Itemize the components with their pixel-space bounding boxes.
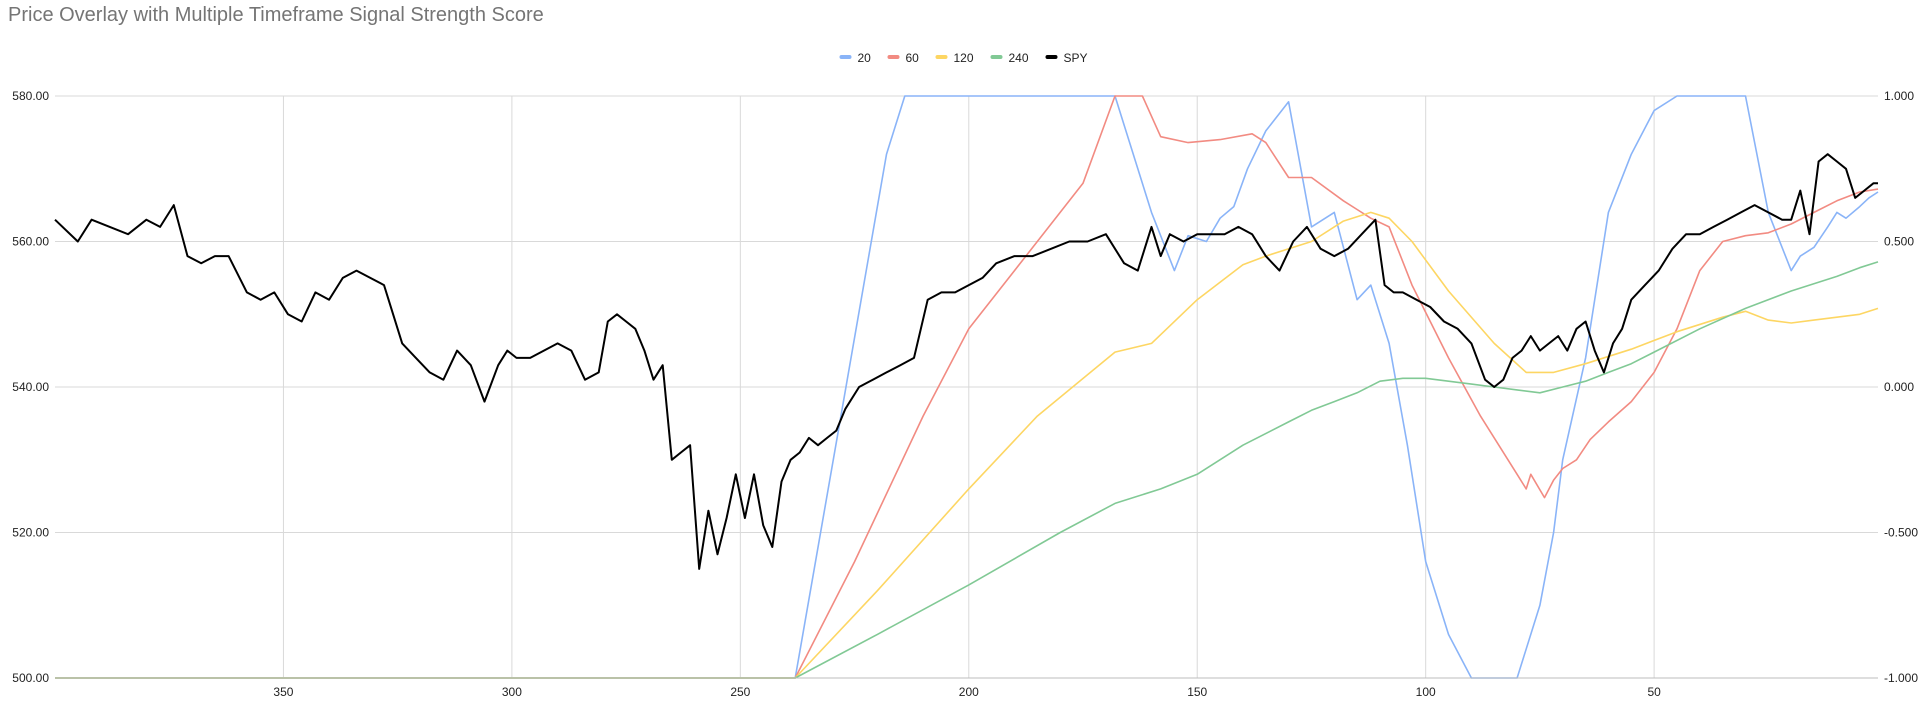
legend-swatch-20 <box>839 55 852 59</box>
left-axis: 500.00 520.00 540.00 560.00 580.00 <box>12 89 49 685</box>
x-axis: 350 300 250 200 150 100 50 <box>55 677 1878 699</box>
y-right-tick-label: 0.500 <box>1884 235 1914 249</box>
legend-swatch-60 <box>887 55 900 59</box>
legend-label-60: 60 <box>906 51 920 65</box>
series-line-240 <box>55 261 1879 679</box>
x-tick-label: 150 <box>1187 685 1207 699</box>
y-left-tick-label: 520.00 <box>12 526 49 540</box>
legend: 20 60 120 240 SPY <box>839 51 1088 65</box>
series-line-20 <box>55 95 1879 679</box>
y-right-tick-label: 0.000 <box>1884 380 1914 394</box>
y-left-tick-label: 560.00 <box>12 235 49 249</box>
y-right-tick-label: 1.000 <box>1884 89 1914 103</box>
x-tick-label: 300 <box>502 685 522 699</box>
x-tick-label: 200 <box>959 685 979 699</box>
series-lines <box>54 95 1879 679</box>
legend-swatch-240 <box>990 55 1003 59</box>
legend-swatch-spy <box>1045 55 1058 59</box>
y-left-tick-label: 580.00 <box>12 89 49 103</box>
y-right-tick-label: -0.500 <box>1884 526 1918 540</box>
series-line-spy <box>54 153 1878 570</box>
x-tick-label: 350 <box>273 685 293 699</box>
right-axis: -1.000 -0.500 0.000 0.500 1.000 <box>1884 89 1918 685</box>
gridlines <box>55 95 1878 679</box>
legend-label-20: 20 <box>858 51 872 65</box>
legend-label-spy: SPY <box>1064 51 1088 65</box>
legend-label-120: 120 <box>954 51 974 65</box>
x-tick-label: 50 <box>1647 685 1661 699</box>
x-tick-label: 250 <box>730 685 750 699</box>
y-left-tick-label: 500.00 <box>12 671 49 685</box>
series-line-60 <box>55 95 1879 679</box>
legend-label-240: 240 <box>1009 51 1029 65</box>
y-left-tick-label: 540.00 <box>12 380 49 394</box>
legend-swatch-120 <box>935 55 948 59</box>
series-line-120 <box>55 211 1879 679</box>
y-right-tick-label: -1.000 <box>1884 671 1918 685</box>
chart-title: Price Overlay with Multiple Timeframe Si… <box>8 4 544 26</box>
x-tick-label: 100 <box>1416 685 1436 699</box>
